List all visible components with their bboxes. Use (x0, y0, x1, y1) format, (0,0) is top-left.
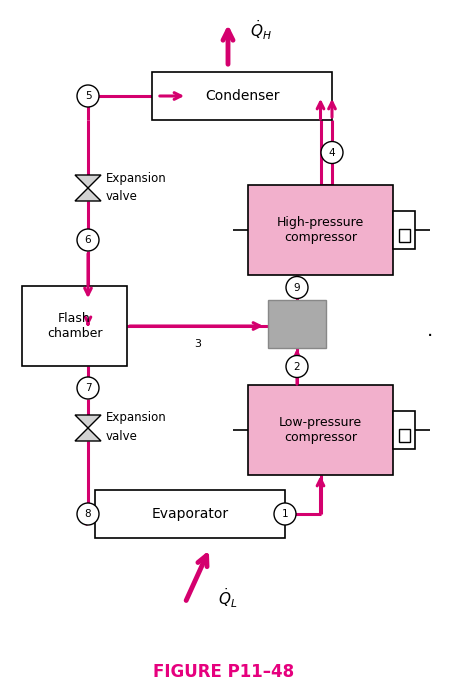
Polygon shape (75, 188, 101, 201)
Bar (248, 385, 393, 475)
Polygon shape (75, 175, 101, 188)
Bar (393, 411, 415, 449)
Text: Expansion: Expansion (106, 411, 167, 424)
Text: Evaporator: Evaporator (151, 507, 229, 521)
Circle shape (77, 503, 99, 525)
Text: Condenser: Condenser (205, 89, 279, 103)
Bar (95, 490, 285, 538)
Bar (268, 300, 326, 348)
Bar (399, 229, 409, 243)
Circle shape (77, 229, 99, 251)
Text: FIGURE P11–48: FIGURE P11–48 (154, 663, 295, 681)
Polygon shape (75, 428, 101, 441)
Text: Flash
chamber: Flash chamber (47, 312, 102, 340)
Text: $\dot{Q}_H$: $\dot{Q}_H$ (250, 18, 272, 42)
Circle shape (286, 356, 308, 378)
Text: $\dot{Q}_L$: $\dot{Q}_L$ (218, 586, 238, 610)
Text: .: . (427, 320, 433, 340)
Text: 6: 6 (85, 235, 91, 245)
Polygon shape (75, 415, 101, 428)
Text: High-pressure
compressor: High-pressure compressor (277, 216, 364, 244)
Text: 2: 2 (294, 362, 300, 371)
Text: 5: 5 (85, 91, 91, 101)
Text: Expansion: Expansion (106, 172, 167, 185)
Text: 1: 1 (282, 509, 288, 519)
Text: valve: valve (106, 189, 138, 203)
Text: 9: 9 (294, 282, 300, 293)
Bar (22, 286, 127, 366)
Text: valve: valve (106, 429, 138, 442)
Bar (248, 185, 393, 275)
Text: Low-pressure
compressor: Low-pressure compressor (279, 416, 362, 444)
Text: 4: 4 (329, 147, 335, 158)
Circle shape (77, 85, 99, 107)
Circle shape (274, 503, 296, 525)
Text: 3: 3 (194, 339, 201, 349)
Circle shape (321, 141, 343, 163)
Circle shape (77, 377, 99, 399)
Bar (399, 429, 409, 442)
Bar (393, 211, 415, 249)
Text: 8: 8 (85, 509, 91, 519)
Circle shape (286, 276, 308, 298)
Bar (152, 72, 332, 120)
Text: 7: 7 (85, 383, 91, 393)
